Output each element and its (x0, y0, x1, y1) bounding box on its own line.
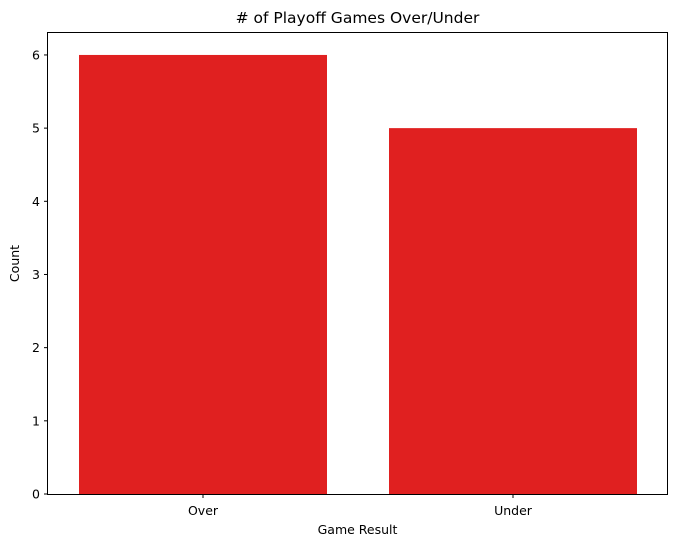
chart-title: # of Playoff Games Over/Under (236, 9, 480, 27)
x-axis-label: Game Result (318, 522, 398, 537)
y-axis-ticks: 0 1 2 3 4 5 6 (32, 47, 48, 502)
x-tick-label: Under (494, 503, 533, 518)
plot-frame (47, 32, 668, 495)
bar-over (79, 54, 327, 494)
y-tick-label: 6 (32, 47, 40, 62)
y-tick-label: 2 (32, 340, 40, 355)
x-tick-label: Over (188, 503, 219, 518)
y-tick-label: 5 (32, 121, 40, 136)
bars-group (79, 54, 637, 494)
y-tick-label: 4 (32, 194, 40, 209)
bar-under (389, 128, 637, 494)
y-axis-label: Count (7, 245, 22, 282)
y-tick-label: 1 (32, 413, 40, 428)
x-axis-ticks: Over Under (188, 494, 533, 518)
y-tick-label: 0 (32, 487, 40, 502)
y-tick-label: 3 (32, 267, 40, 282)
